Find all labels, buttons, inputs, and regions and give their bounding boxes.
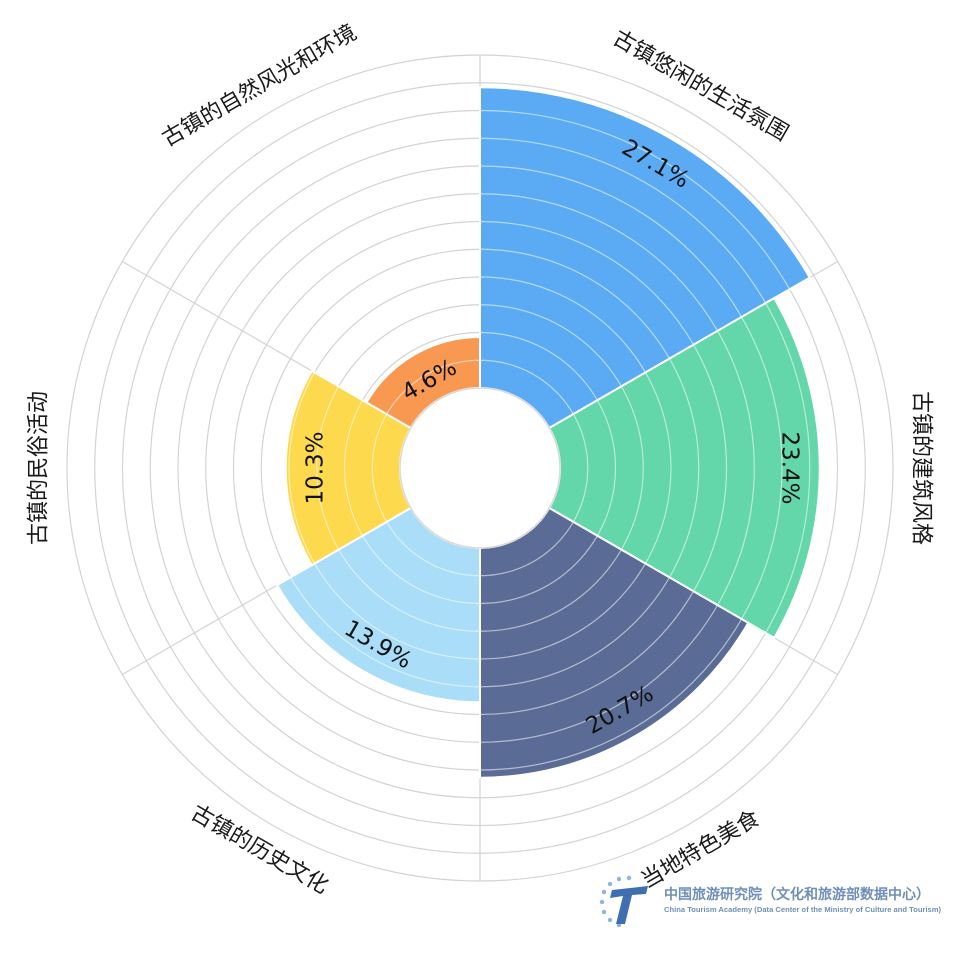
sector-grid — [549, 298, 820, 638]
sector-ring — [549, 304, 644, 632]
center-hole — [399, 387, 561, 549]
category-label: 古镇的历史文化 — [187, 801, 333, 900]
sector-ring — [549, 298, 700, 638]
watermark-title: 中国旅游研究院（文化和旅游部数据中心） — [664, 887, 930, 903]
watermark: 中国旅游研究院（文化和旅游部数据中心） China Tourism Academ… — [592, 872, 952, 932]
category-label: 古镇的建筑风格 — [909, 391, 934, 545]
sector-ring — [549, 298, 672, 638]
sector-ring — [371, 370, 411, 566]
rose-sectors — [275, 86, 821, 779]
sector-ring — [549, 359, 589, 577]
sector-ring — [549, 298, 728, 638]
sector-grid — [285, 370, 411, 566]
sector-ring — [549, 298, 783, 638]
sector-ring — [343, 370, 411, 566]
category-label: 古镇的民俗活动 — [27, 391, 52, 545]
value-label: 10.3% — [303, 431, 329, 504]
cta-logo-icon — [599, 875, 648, 928]
watermark-subtitle: China Tourism Academy (Data Center of th… — [664, 905, 942, 914]
sector-ring — [316, 370, 411, 566]
sector-ring — [549, 298, 755, 638]
grid-overlay — [277, 87, 820, 778]
sector-ring — [549, 298, 811, 638]
sector-ring — [288, 370, 411, 566]
value-label: 23.4% — [777, 431, 803, 504]
category-label: 古镇的自然风光和环境 — [158, 20, 361, 152]
sector-ring — [549, 331, 617, 605]
